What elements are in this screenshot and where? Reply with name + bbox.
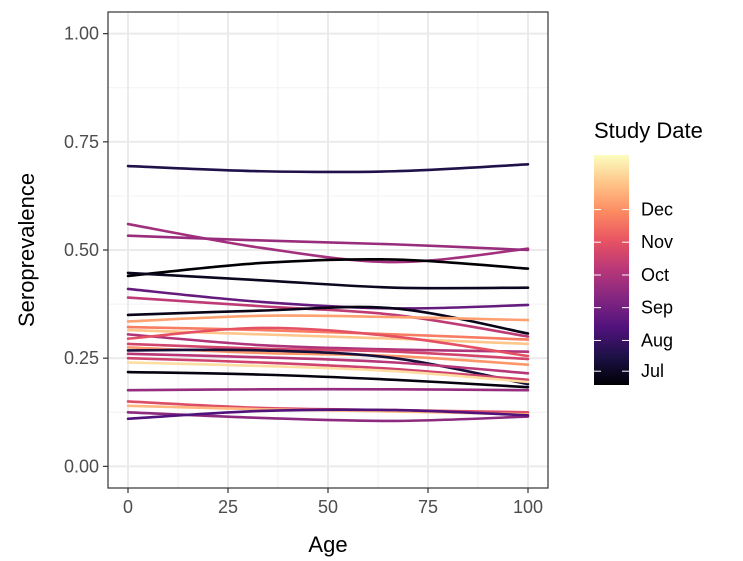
y-tick-label: 0.50 bbox=[64, 240, 99, 260]
series-lines bbox=[126, 163, 530, 423]
legend-title: Study Date bbox=[594, 118, 703, 143]
series-line-16 bbox=[126, 348, 530, 386]
y-axis-title: Seroprevalence bbox=[14, 173, 39, 327]
series-line-17 bbox=[126, 352, 530, 375]
legend-label: Aug bbox=[641, 330, 673, 350]
series-line-13 bbox=[126, 326, 530, 358]
x-tick-label: 100 bbox=[513, 497, 543, 517]
x-axis-title: Age bbox=[308, 532, 347, 557]
x-tick-label: 50 bbox=[318, 497, 338, 517]
y-tick-label: 0.25 bbox=[64, 348, 99, 368]
x-tick-label: 25 bbox=[218, 497, 238, 517]
legend-label: Nov bbox=[641, 232, 673, 252]
y-tick-label: 0.75 bbox=[64, 132, 99, 152]
legend-ticks: Dec Nov Oct Sep Aug Jul bbox=[594, 200, 673, 381]
colorbar bbox=[594, 155, 629, 385]
x-tick-label: 0 bbox=[123, 497, 133, 517]
series-line-3 bbox=[126, 234, 530, 252]
series-line-6 bbox=[126, 287, 530, 310]
legend-label: Oct bbox=[641, 265, 669, 285]
legend-label: Sep bbox=[641, 298, 673, 318]
series-line-20 bbox=[126, 370, 530, 389]
series-line-9 bbox=[126, 314, 530, 323]
series-line-14 bbox=[126, 342, 530, 361]
legend-label: Dec bbox=[641, 200, 673, 220]
series-line-18 bbox=[126, 356, 530, 382]
series-line-25 bbox=[126, 408, 530, 421]
series-line-1 bbox=[126, 163, 530, 174]
y-tick-label: 0.00 bbox=[64, 456, 99, 476]
legend: Study Date Dec Nov Oct Sep Aug Jul bbox=[594, 118, 703, 385]
y-tick-label: 1.00 bbox=[64, 24, 99, 44]
series-line-5 bbox=[126, 271, 530, 290]
series-line-7 bbox=[126, 296, 530, 338]
legend-label: Jul bbox=[641, 361, 664, 381]
x-tick-label: 75 bbox=[418, 497, 438, 517]
series-line-21 bbox=[126, 387, 530, 392]
series-line-8 bbox=[126, 305, 530, 335]
axes: 0 25 50 75 100 0.00 0.25 0.50 0.75 1.00 bbox=[64, 24, 543, 517]
series-line-10 bbox=[126, 325, 530, 341]
series-line-2 bbox=[126, 222, 530, 264]
series-line-19 bbox=[126, 361, 530, 384]
series-line-4 bbox=[126, 257, 530, 278]
series-line-12 bbox=[126, 333, 530, 353]
